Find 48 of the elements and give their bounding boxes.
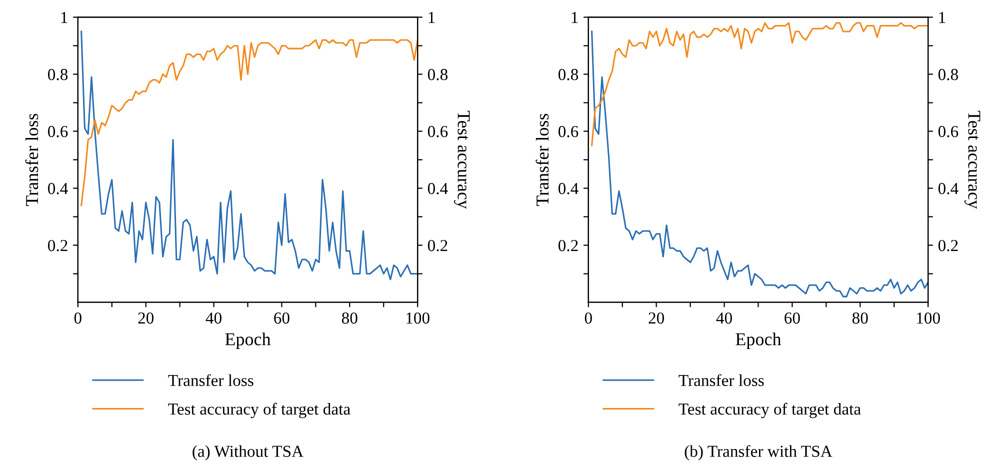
- text: (b) Transfer with TSA: [684, 445, 832, 460]
- x-tick-label: 20: [138, 312, 154, 324]
- x-axis-title: Epoch: [736, 332, 782, 350]
- legend-label: Transfer loss: [168, 374, 254, 386]
- y2-axis-title: Test accuracy: [454, 110, 470, 209]
- text: (a) Without TSA: [192, 445, 304, 460]
- line-series: [80, 39, 418, 206]
- y2-tick-label: 0.4: [428, 182, 448, 194]
- y-tick-label: 0.6: [558, 126, 578, 138]
- y2-tick-label: 0.8: [938, 68, 958, 80]
- y2-tick-label: 0.2: [428, 240, 448, 252]
- y-tick-label: 1: [61, 12, 68, 23]
- y2-tick-label: 1: [939, 12, 946, 23]
- x-tick-label: 100: [406, 312, 430, 324]
- x-tick-label: 60: [274, 312, 290, 324]
- line-series: [591, 30, 928, 298]
- line-series: [80, 30, 418, 280]
- x-tick-label: 100: [917, 312, 940, 324]
- y-axis-title: Transfer loss: [25, 114, 38, 206]
- legend-label: Transfer loss: [678, 374, 764, 386]
- y-tick-label: 1: [572, 12, 578, 23]
- x-tick-label: 60: [784, 312, 800, 324]
- y2-tick-label: 0.4: [938, 182, 958, 194]
- x-tick-label: 20: [648, 312, 664, 324]
- y-tick-label: 0.2: [48, 240, 68, 252]
- x-tick-label: 40: [716, 312, 732, 324]
- y-tick-label: 0.8: [48, 68, 68, 80]
- x-axis-title: Epoch: [225, 332, 271, 350]
- y-tick-label: 0.4: [558, 182, 578, 194]
- legend-label: Test accuracy of target data: [168, 402, 350, 418]
- y2-tick-label: 1: [428, 12, 435, 23]
- y-tick-label: 0.2: [558, 240, 578, 252]
- y-axis-title: Transfer loss: [536, 114, 549, 206]
- line-series: [591, 22, 928, 146]
- y2-tick-label: 0.6: [938, 126, 958, 138]
- x-tick-label: 40: [206, 312, 222, 324]
- x-tick-label: 0: [74, 312, 82, 324]
- y2-tick-label: 0.2: [938, 240, 958, 252]
- y-tick-label: 0.6: [48, 126, 68, 138]
- y2-axis-title: Test accuracy: [964, 110, 980, 209]
- x-tick-label: 80: [852, 312, 868, 324]
- y-tick-label: 0.8: [558, 68, 578, 80]
- y-tick-label: 0.4: [48, 182, 68, 194]
- y2-tick-label: 0.6: [428, 126, 448, 138]
- y2-tick-label: 0.8: [428, 68, 448, 80]
- x-tick-label: 0: [584, 312, 592, 324]
- x-tick-label: 80: [342, 312, 358, 324]
- legend-label: Test accuracy of target data: [678, 402, 861, 418]
